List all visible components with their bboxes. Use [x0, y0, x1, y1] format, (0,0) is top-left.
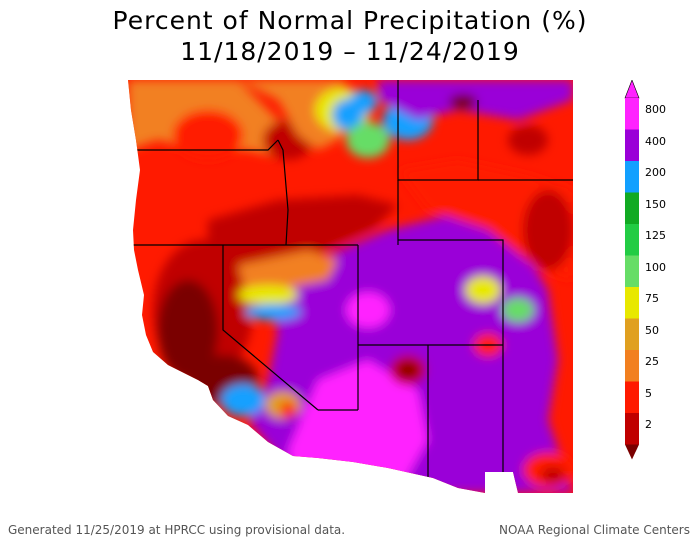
precipitation-legend — [624, 80, 640, 460]
legend-label-5: 5 — [645, 386, 652, 400]
legend-arrow-top — [624, 80, 640, 99]
precip-field — [128, 80, 573, 493]
legend-label-800: 800 — [645, 103, 666, 116]
legend-swatch-125 — [625, 224, 639, 256]
map-date-range: 11/18/2019 – 11/24/2019 — [180, 37, 520, 66]
legend-label-75: 75 — [645, 292, 659, 305]
legend-swatch-150 — [625, 192, 639, 224]
legend-label-150: 150 — [645, 197, 666, 211]
generated-note: Generated 11/25/2019 at HPRCC using prov… — [8, 523, 346, 537]
legend-swatch-5 — [625, 381, 639, 413]
legend-swatch-400 — [625, 129, 639, 161]
legend-swatch-200 — [625, 161, 639, 193]
legend-swatch-25 — [625, 350, 639, 382]
legend-label-100: 100 — [645, 260, 666, 274]
map-title: Percent of Normal Precipitation (%) — [112, 6, 588, 35]
legend-swatch-100 — [625, 255, 639, 287]
legend-label-25: 25 — [645, 355, 659, 368]
legend-swatch-2 — [625, 413, 639, 445]
legend-arrow-bottom — [625, 444, 639, 460]
legend-label-125: 125 — [645, 229, 666, 242]
legend-label-200: 200 — [645, 166, 666, 179]
legend-swatch-75 — [625, 287, 639, 319]
legend-label-400: 400 — [645, 134, 666, 148]
precipitation-map — [128, 80, 573, 493]
legend-label-2: 2 — [645, 418, 652, 431]
legend-swatch-800 — [625, 98, 639, 130]
legend-label-50: 50 — [645, 323, 659, 337]
credit-note: NOAA Regional Climate Centers — [499, 523, 690, 537]
legend-swatch-50 — [625, 318, 639, 350]
